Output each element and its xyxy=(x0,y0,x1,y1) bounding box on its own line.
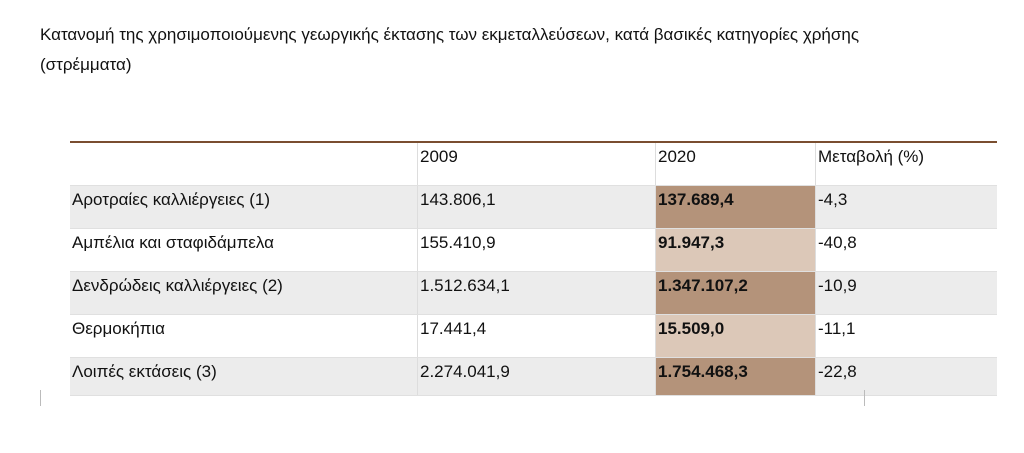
table-cell: 17.441,4 xyxy=(417,315,655,357)
table-cell: -40,8 xyxy=(815,229,997,271)
table-cell: Αμπέλια και σταφιδάμπελα xyxy=(72,233,274,252)
table-cell: 15.509,0 xyxy=(655,315,815,357)
column-header: 2009 xyxy=(417,143,655,185)
table-cell: 91.947,3 xyxy=(655,229,815,271)
table-row: Λοιπές εκτάσεις (3) 2.274.041,9 1.754.468,… xyxy=(70,358,997,396)
header-row: 2009 2020 Μεταβολή (%) xyxy=(70,143,997,186)
table-cell: -4,3 xyxy=(815,186,997,228)
table-cell: Δενδρώδεις καλλιέργειες (2) xyxy=(70,272,417,314)
table-cell: 2.274.041,9 xyxy=(417,358,655,395)
table-row: Δενδρώδεις καλλιέργειες (2) 1.512.634,1 1.… xyxy=(70,272,997,315)
table-row: Αμπέλια και σταφιδάμπελα 155.410,9 91.947,… xyxy=(70,229,997,272)
column-header: Μεταβολή (%) xyxy=(815,143,997,185)
table-cell: 137.689,4 xyxy=(655,186,815,228)
table-cell: Λοιπές εκτάσεις (3) xyxy=(70,358,417,395)
corner-mark xyxy=(864,390,881,406)
title: Κατανομή της χρησιμοποιούμενης γεωργικής… xyxy=(40,25,860,74)
table-row: Αροτραίες καλλιέργειες (1) 143.806,1 137.6… xyxy=(70,186,997,229)
table-cell: -11,1 xyxy=(815,315,997,357)
table-cell: 1.347.107,2 xyxy=(655,272,815,314)
table-row: Θερμοκήπια 17.441,4 15.509,0 -11,1 xyxy=(70,315,997,358)
table-cell: Αροτραίες καλλιέργειες (1) xyxy=(70,186,417,228)
column-header: 2020 xyxy=(655,143,815,185)
table-cell: 1.512.634,1 xyxy=(417,272,655,314)
table-cell: 155.410,9 xyxy=(417,229,655,271)
table-cell: -22,8 xyxy=(815,358,997,395)
table: 2009 2020 Μεταβολή (%) Αροτραίες καλλιέργει… xyxy=(70,141,997,396)
table-cell: 1.754.468,3 xyxy=(655,358,815,395)
corner-mark xyxy=(24,390,41,406)
table-cell: Θερμοκήπια xyxy=(72,319,166,338)
column-header xyxy=(70,143,417,185)
table-cell: -10,9 xyxy=(815,272,997,314)
table-cell: 143.806,1 xyxy=(417,186,655,228)
